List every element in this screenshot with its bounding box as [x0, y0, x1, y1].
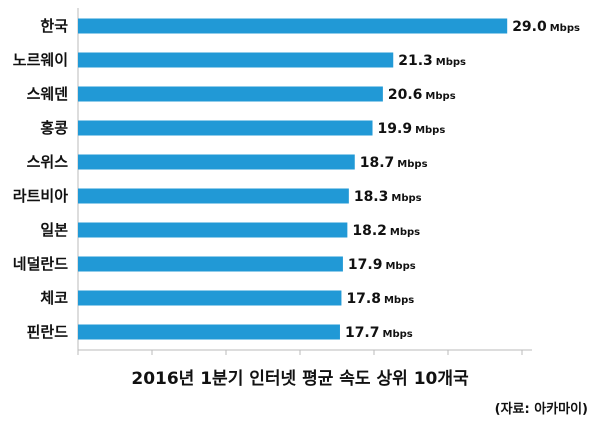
bar: [78, 324, 340, 340]
value-unit: Mbps: [390, 227, 420, 238]
category-label: 일본: [40, 221, 68, 239]
value-number: 17.9: [348, 257, 383, 273]
value-label: 17.7 Mbps: [345, 325, 413, 341]
value-label: 21.3 Mbps: [398, 53, 466, 69]
value-unit: Mbps: [425, 91, 455, 102]
chart-source: (자료: 아카마이): [494, 402, 588, 417]
value-unit: Mbps: [436, 57, 466, 68]
bar: [78, 256, 343, 272]
value-number: 18.7: [360, 155, 395, 171]
bar: [78, 290, 342, 306]
value-label: 18.2 Mbps: [352, 223, 420, 239]
value-number: 17.8: [346, 291, 381, 307]
value-label: 17.9 Mbps: [348, 257, 416, 273]
value-number: 17.7: [345, 325, 380, 341]
category-label: 스위스: [27, 153, 69, 171]
value-unit: Mbps: [391, 193, 421, 204]
category-label: 홍콩: [40, 119, 68, 137]
bar: [78, 188, 349, 204]
value-label: 19.9 Mbps: [378, 121, 446, 137]
value-unit: Mbps: [384, 295, 414, 306]
category-label: 스웨덴: [27, 85, 68, 103]
category-label: 네덜란드: [13, 255, 68, 273]
bar: [78, 18, 508, 34]
value-number: 18.3: [354, 189, 389, 205]
category-label: 한국: [40, 17, 68, 35]
bar: [78, 222, 348, 238]
bar: [78, 86, 383, 102]
bar: [78, 120, 373, 136]
value-number: 21.3: [398, 53, 433, 69]
value-unit: Mbps: [415, 125, 445, 136]
bar: [78, 52, 394, 68]
category-label: 라트비아: [13, 187, 68, 205]
value-unit: Mbps: [385, 261, 415, 272]
value-label: 18.7 Mbps: [360, 155, 428, 171]
bars-layer: [78, 18, 508, 340]
category-label: 핀란드: [27, 323, 69, 341]
value-label: 20.6 Mbps: [388, 87, 456, 103]
value-unit: Mbps: [397, 159, 427, 170]
value-number: 18.2: [352, 223, 387, 239]
value-unit: Mbps: [383, 329, 413, 340]
value-unit: Mbps: [550, 23, 580, 34]
value-number: 20.6: [388, 87, 423, 103]
category-label: 노르웨이: [13, 51, 68, 69]
category-label: 체코: [40, 289, 68, 307]
value-number: 19.9: [378, 121, 413, 137]
value-number: 29.0: [512, 19, 547, 35]
chart-title: 2016년 1분기 인터넷 평균 속도 상위 10개국: [131, 369, 469, 389]
value-label: 29.0 Mbps: [512, 19, 580, 35]
value-label: 18.3 Mbps: [354, 189, 422, 205]
bar: [78, 154, 355, 170]
value-label: 17.8 Mbps: [346, 291, 414, 307]
